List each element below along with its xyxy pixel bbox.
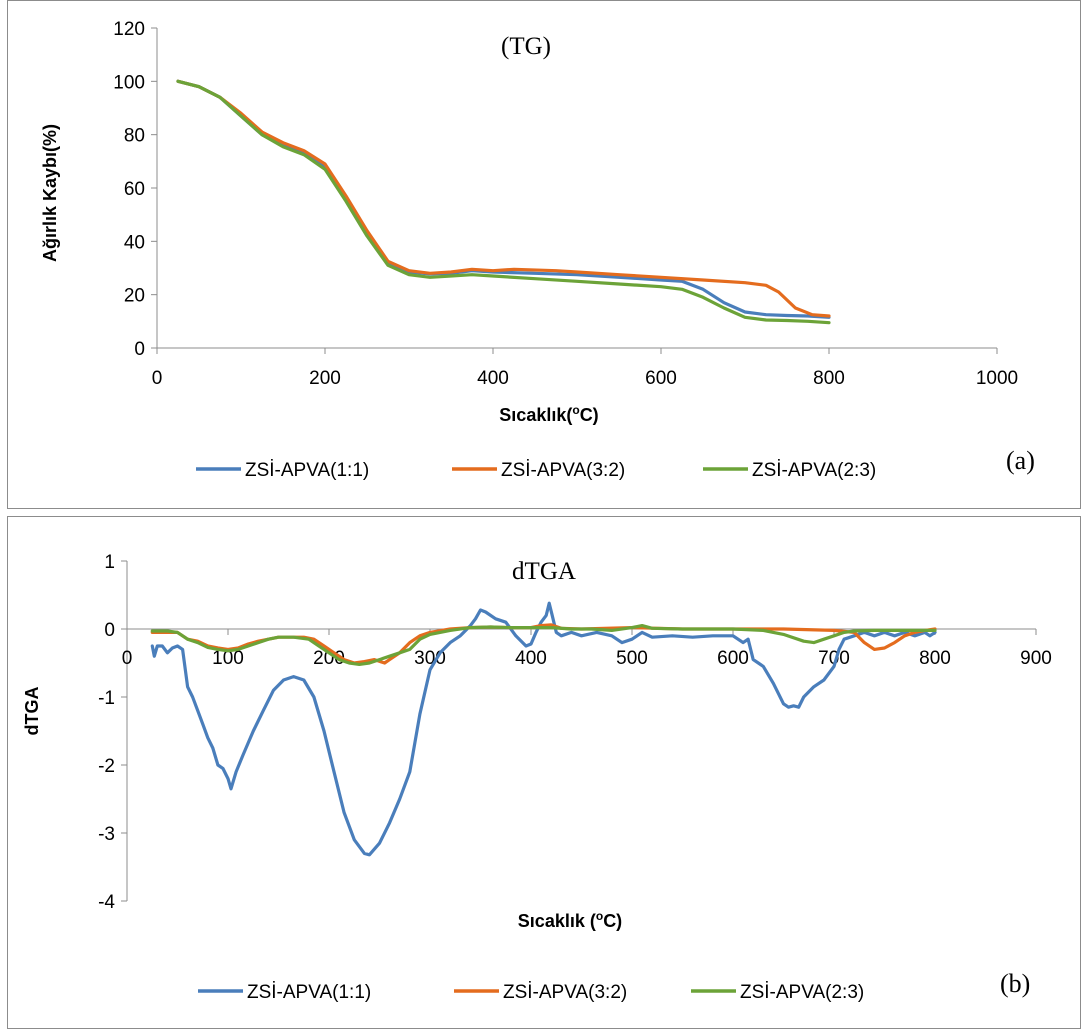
tg-x-ticks: 0 200 400 600 800 1000 — [152, 348, 1018, 389]
x-tick-label: 300 — [414, 648, 446, 669]
x-tick-label: 100 — [212, 648, 244, 669]
x-tick-label: 1000 — [976, 368, 1018, 389]
tg-panel-label: (a) — [1006, 446, 1035, 475]
dtga-chart-title: dTGA — [512, 558, 576, 585]
dtga-chart-panel: -4 -3 -2 -1 0 1 0 100 200 300 400 500 600 700 800 900 … — [7, 516, 1081, 1029]
legend-label-3: ZSİ-APVA(2:3) — [752, 460, 876, 481]
tg-x-axis-label: Sıcaklık(oC) — [499, 403, 598, 425]
y-tick-label: 1 — [104, 552, 115, 573]
tg-series — [176, 79, 831, 325]
x-tick-label: 900 — [1020, 648, 1052, 669]
tg-legend: ZSİ-APVA(1:1) ZSİ-APVA(3:2) ZSİ-APVA(2:3) — [196, 460, 876, 481]
legend-label-2: ZSİ-APVA(3:2) — [503, 982, 627, 1003]
y-tick-label: -2 — [98, 756, 115, 777]
y-tick-label: -1 — [98, 688, 115, 709]
series-line-3 — [150, 624, 937, 666]
y-tick-label: 20 — [124, 286, 145, 307]
legend-label-1: ZSİ-APVA(1:1) — [247, 982, 371, 1003]
tg-y-axis-label: Ağırlık Kaybı(%) — [40, 124, 60, 262]
x-tick-label: 0 — [152, 368, 163, 389]
y-tick-label: 0 — [134, 339, 145, 360]
y-tick-label: -4 — [98, 892, 115, 913]
dtga-legend: ZSİ-APVA(1:1) ZSİ-APVA(3:2) ZSİ-APVA(2:3) — [198, 982, 864, 1003]
y-tick-label: -3 — [98, 824, 115, 845]
y-tick-label: 0 — [104, 620, 115, 641]
x-tick-label: 800 — [813, 368, 845, 389]
dtga-y-ticks: -4 -3 -2 -1 0 1 — [98, 552, 127, 913]
y-tick-label: 80 — [124, 126, 145, 147]
dtga-axes — [126, 561, 1036, 901]
x-tick-label: 600 — [717, 648, 749, 669]
y-tick-label: 40 — [124, 232, 145, 253]
x-tick-label: 400 — [515, 648, 547, 669]
dtga-chart: -4-3-2-101 0 100 200 300 400 500 600 700 800 900 … — [22, 552, 1052, 1003]
dtga-y-axis-label: dTGA — [22, 687, 42, 736]
x-tick-label: 200 — [309, 368, 341, 389]
x-tick-label: 800 — [919, 648, 951, 669]
series-line-3 — [176, 79, 831, 325]
tg-chart: 0 20 40 60 80 100 120 0 200 400 600 800 1000 (TG) A… — [40, 19, 1035, 481]
x-tick-label: 500 — [616, 648, 648, 669]
tg-y-ticks: 0 20 40 60 80 100 120 — [113, 19, 157, 360]
dtga-x-axis-label: Sıcaklık (oC) — [518, 909, 622, 931]
x-tick-label: 600 — [645, 368, 677, 389]
legend-label-3: ZSİ-APVA(2:3) — [740, 982, 864, 1003]
series-line-2 — [176, 79, 831, 318]
y-tick-label: 120 — [113, 19, 145, 40]
tg-chart-panel: 0 20 40 60 80 100 120 0 200 400 600 800 1000 (TG) A… — [7, 0, 1081, 509]
legend-label-2: ZSİ-APVA(3:2) — [501, 460, 625, 481]
y-tick-label: 100 — [113, 72, 145, 93]
legend-label-1: ZSİ-APVA(1:1) — [245, 460, 369, 481]
dtga-series — [150, 601, 937, 857]
x-tick-label: 0 — [122, 648, 133, 669]
x-tick-label: 700 — [818, 648, 850, 669]
dtga-x-ticks: 0 100 200 300 400 500 600 700 800 900 — [122, 629, 1052, 669]
tg-axes — [156, 28, 997, 349]
x-tick-label: 400 — [477, 368, 509, 389]
tg-chart-title: (TG) — [501, 33, 551, 60]
y-tick-label: 60 — [124, 179, 145, 200]
dtga-panel-label: (b) — [1000, 969, 1030, 998]
